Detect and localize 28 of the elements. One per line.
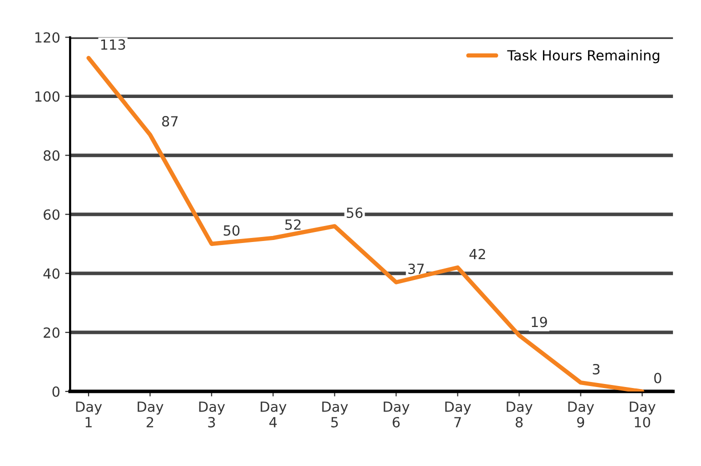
y-tick-label: 60 [44,209,60,220]
x-tick-label: Day 4 [260,402,286,428]
x-tick-label: Day 3 [199,402,225,428]
x-tick-label: Day 10 [630,402,656,428]
data-label: 19 [532,316,547,328]
data-label: 37 [408,264,424,274]
data-label: 42 [469,248,486,260]
data-label: 0 [654,372,662,384]
y-tick-label: 20 [44,327,60,338]
x-tick-label: Day 2 [138,402,164,428]
y-tick-label: 80 [44,150,60,161]
data-label: 87 [162,116,178,127]
legend-label: Task Hours Remaining [507,50,660,64]
data-label: 52 [285,219,300,230]
x-tick-label: Day 7 [445,402,471,428]
x-tick-label: Day 5 [322,402,348,428]
x-tick-label: Day 6 [384,402,410,428]
data-label: 50 [224,225,240,236]
y-tick-label: 40 [43,268,60,279]
y-tick-label: 120 [35,32,60,43]
x-tick-label: Day 8 [506,402,532,428]
y-tick-label: 100 [35,91,60,102]
x-tick-label: Day 9 [568,402,594,428]
data-label: 113 [101,39,126,50]
y-tick-label: 0 [52,386,60,397]
data-label: 3 [592,364,600,374]
data-label: 56 [346,208,363,218]
x-tick-label: Day 1 [76,402,102,428]
